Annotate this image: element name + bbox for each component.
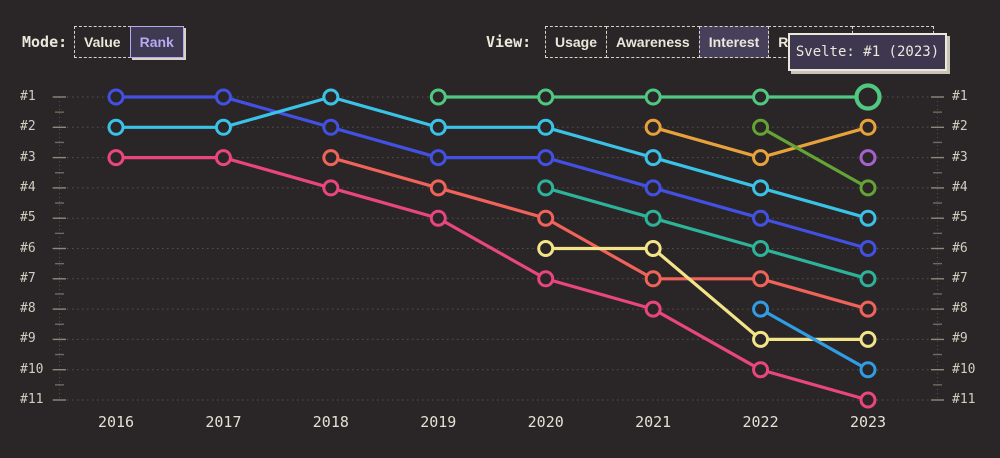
data-point[interactable] bbox=[752, 149, 770, 167]
data-point[interactable] bbox=[752, 88, 770, 106]
data-point[interactable] bbox=[859, 361, 877, 379]
rank-label-left: #5 bbox=[20, 210, 36, 226]
data-point[interactable] bbox=[537, 149, 555, 167]
data-point[interactable] bbox=[107, 149, 125, 167]
rank-label-left: #8 bbox=[20, 301, 36, 317]
tooltip: Svelte: #1 (2023) bbox=[788, 33, 947, 71]
data-point[interactable] bbox=[859, 118, 877, 136]
data-point[interactable] bbox=[429, 209, 447, 227]
series-line-teal bbox=[545, 186, 869, 281]
year-label: 2017 bbox=[205, 413, 242, 431]
data-point[interactable] bbox=[752, 270, 770, 288]
series-line-pink bbox=[116, 156, 869, 402]
year-label: 2023 bbox=[849, 413, 887, 431]
rank-label-right: #7 bbox=[952, 270, 968, 286]
data-point[interactable] bbox=[752, 179, 770, 197]
data-point[interactable] bbox=[752, 209, 770, 227]
rank-label-left: #2 bbox=[20, 119, 36, 135]
year-label: 2016 bbox=[97, 413, 135, 431]
data-point[interactable] bbox=[859, 149, 877, 167]
rank-label-right: #11 bbox=[952, 392, 976, 407]
data-point[interactable] bbox=[429, 88, 447, 106]
data-point[interactable] bbox=[537, 118, 555, 136]
data-point[interactable] bbox=[429, 149, 447, 167]
series-line-blue bbox=[116, 95, 869, 251]
series-line-cyan bbox=[116, 95, 869, 220]
tooltip-text: Svelte: #1 (2023) bbox=[795, 44, 940, 60]
rank-label-right: #8 bbox=[952, 301, 968, 317]
rank-label-right: #3 bbox=[952, 149, 968, 165]
rank-label-left: #11 bbox=[20, 392, 44, 407]
rank-label-left: #3 bbox=[20, 149, 36, 165]
data-point[interactable] bbox=[537, 270, 555, 288]
data-point[interactable] bbox=[859, 209, 877, 227]
data-point[interactable] bbox=[322, 179, 340, 197]
series-line-salmon bbox=[330, 156, 869, 311]
rank-label-right: #4 bbox=[952, 179, 968, 195]
data-point[interactable] bbox=[752, 240, 770, 257]
rank-label-right: #10 bbox=[952, 361, 976, 377]
data-point[interactable] bbox=[859, 240, 877, 257]
data-point[interactable] bbox=[859, 391, 877, 409]
data-point[interactable] bbox=[537, 179, 555, 197]
data-point[interactable] bbox=[859, 330, 877, 348]
data-point[interactable] bbox=[752, 361, 770, 379]
data-point[interactable] bbox=[322, 88, 340, 106]
rank-label-right: #5 bbox=[952, 210, 968, 226]
rank-label-left: #7 bbox=[20, 270, 36, 286]
data-point[interactable] bbox=[644, 270, 662, 288]
year-label: 2020 bbox=[527, 413, 564, 431]
data-point[interactable] bbox=[322, 118, 340, 136]
series-line-olive bbox=[759, 125, 869, 190]
data-point[interactable] bbox=[214, 118, 232, 136]
rank-label-left: #10 bbox=[20, 361, 44, 377]
data-point[interactable] bbox=[752, 330, 770, 348]
data-point[interactable] bbox=[644, 240, 662, 257]
data-point[interactable] bbox=[859, 270, 877, 288]
rank-label-left: #9 bbox=[20, 331, 36, 347]
rank-label-right: #1 bbox=[952, 89, 968, 104]
data-point[interactable] bbox=[752, 300, 770, 318]
data-point[interactable] bbox=[644, 88, 662, 106]
year-label: 2019 bbox=[420, 413, 457, 431]
data-point[interactable] bbox=[644, 179, 662, 197]
data-point[interactable] bbox=[322, 149, 340, 167]
data-point[interactable] bbox=[107, 118, 125, 136]
data-point[interactable] bbox=[537, 88, 555, 106]
data-point[interactable] bbox=[214, 149, 232, 167]
data-point[interactable] bbox=[644, 118, 662, 136]
data-point[interactable] bbox=[859, 179, 877, 197]
rank-label-left: #6 bbox=[20, 240, 36, 256]
data-point[interactable] bbox=[429, 179, 447, 197]
view-label: View: bbox=[486, 33, 532, 51]
rank-label-right: #6 bbox=[952, 240, 968, 256]
rank-label-left: #1 bbox=[20, 89, 36, 104]
data-point[interactable] bbox=[537, 209, 555, 227]
data-point[interactable] bbox=[429, 118, 447, 136]
year-label: 2021 bbox=[635, 413, 672, 431]
mode-toggle-group: Value Rank bbox=[74, 26, 184, 58]
mode-label: Mode: bbox=[22, 33, 68, 51]
data-point[interactable] bbox=[644, 149, 662, 167]
rank-label-right: #2 bbox=[952, 119, 968, 135]
year-label: 2022 bbox=[742, 413, 779, 431]
rank-label-right: #9 bbox=[952, 331, 968, 347]
data-point[interactable] bbox=[644, 209, 662, 227]
data-point[interactable] bbox=[537, 240, 555, 257]
series-line-sky bbox=[759, 307, 869, 372]
data-point-highlighted[interactable] bbox=[854, 83, 882, 111]
year-label: 2018 bbox=[312, 413, 349, 431]
data-point[interactable] bbox=[214, 88, 232, 106]
data-point[interactable] bbox=[644, 300, 662, 318]
data-point[interactable] bbox=[752, 118, 770, 136]
data-point[interactable] bbox=[107, 88, 125, 106]
mode-option-rank[interactable]: Rank bbox=[129, 26, 184, 58]
rank-label-left: #4 bbox=[20, 179, 36, 195]
data-point[interactable] bbox=[859, 300, 877, 318]
